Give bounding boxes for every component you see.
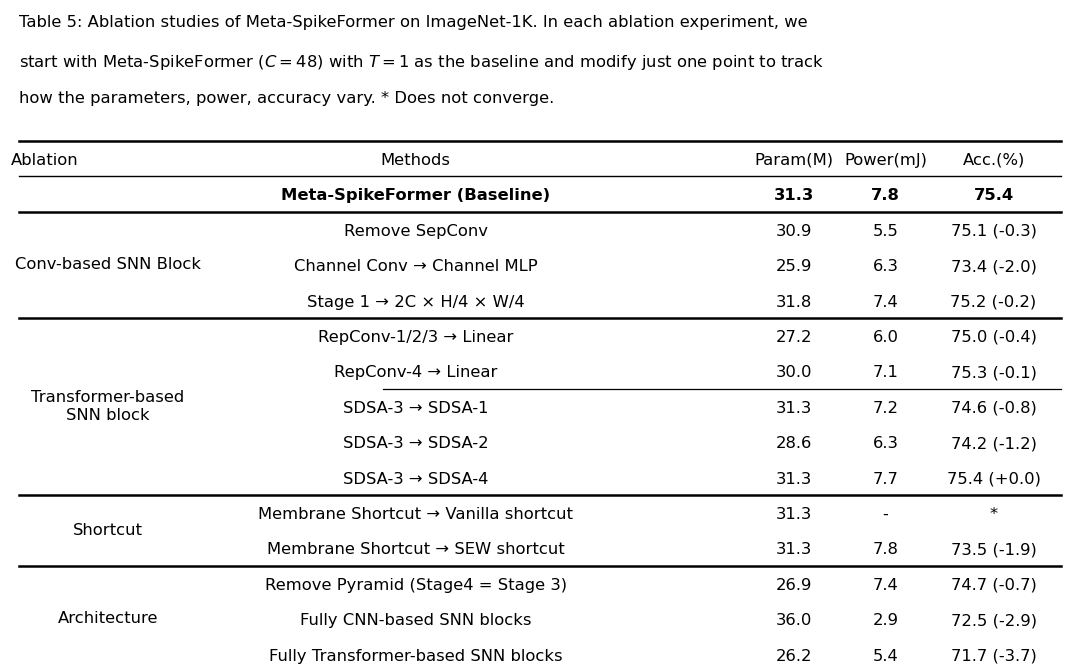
Text: 73.5 (-1.9): 73.5 (-1.9) [950,542,1037,557]
Text: Table 5: Ablation studies of Meta-SpikeFormer on ImageNet-1K. In each ablation e: Table 5: Ablation studies of Meta-SpikeF… [19,15,808,29]
Text: SDSA-3 → SDSA-4: SDSA-3 → SDSA-4 [343,472,488,486]
Text: 71.7 (-3.7): 71.7 (-3.7) [950,649,1037,663]
Text: 7.7: 7.7 [873,472,899,486]
Text: Remove SepConv: Remove SepConv [343,224,488,238]
Text: 74.7 (-0.7): 74.7 (-0.7) [950,578,1037,593]
Text: Conv-based SNN Block: Conv-based SNN Block [15,257,201,273]
Text: 31.3: 31.3 [773,188,814,203]
Text: 36.0: 36.0 [775,613,812,628]
Text: 74.2 (-1.2): 74.2 (-1.2) [950,436,1037,451]
Text: Membrane Shortcut → Vanilla shortcut: Membrane Shortcut → Vanilla shortcut [258,507,573,522]
Text: -: - [882,507,889,522]
Text: Transformer-based
SNN block: Transformer-based SNN block [31,390,185,423]
Text: 7.4: 7.4 [873,578,899,593]
Text: Fully CNN-based SNN blocks: Fully CNN-based SNN blocks [300,613,531,628]
Text: 5.4: 5.4 [873,649,899,663]
Text: 75.4: 75.4 [973,188,1014,203]
Text: RepConv-1/2/3 → Linear: RepConv-1/2/3 → Linear [319,330,513,345]
Text: 6.3: 6.3 [873,436,899,451]
Text: 28.6: 28.6 [775,436,812,451]
Text: 7.2: 7.2 [873,401,899,415]
Text: 26.9: 26.9 [775,578,812,593]
Text: 31.3: 31.3 [775,401,812,415]
Text: 75.2 (-0.2): 75.2 (-0.2) [950,295,1037,309]
Text: 7.4: 7.4 [873,295,899,309]
Text: 26.2: 26.2 [775,649,812,663]
Text: Remove Pyramid (Stage4 = Stage 3): Remove Pyramid (Stage4 = Stage 3) [265,578,567,593]
Text: 73.4 (-2.0): 73.4 (-2.0) [950,259,1037,274]
Text: 7.8: 7.8 [873,542,899,557]
Text: 7.1: 7.1 [873,365,899,380]
Text: Channel Conv → Channel MLP: Channel Conv → Channel MLP [294,259,538,274]
Text: 2.9: 2.9 [873,613,899,628]
Text: 75.1 (-0.3): 75.1 (-0.3) [950,224,1037,238]
Text: RepConv-4 → Linear: RepConv-4 → Linear [334,365,498,380]
Text: Ablation: Ablation [11,153,79,168]
Text: Methods: Methods [381,153,450,168]
Text: 25.9: 25.9 [775,259,812,274]
Text: 75.3 (-0.1): 75.3 (-0.1) [950,365,1037,380]
Text: 30.0: 30.0 [775,365,812,380]
Text: 30.9: 30.9 [775,224,812,238]
Text: Acc.(%): Acc.(%) [962,153,1025,168]
Text: 6.3: 6.3 [873,259,899,274]
Text: *: * [989,507,998,522]
Text: Fully Transformer-based SNN blocks: Fully Transformer-based SNN blocks [269,649,563,663]
Text: 7.8: 7.8 [872,188,900,203]
Text: 75.0 (-0.4): 75.0 (-0.4) [950,330,1037,345]
Text: 5.5: 5.5 [873,224,899,238]
Text: Membrane Shortcut → SEW shortcut: Membrane Shortcut → SEW shortcut [267,542,565,557]
Text: 74.6 (-0.8): 74.6 (-0.8) [950,401,1037,415]
Text: SDSA-3 → SDSA-1: SDSA-3 → SDSA-1 [343,401,488,415]
Text: start with Meta-SpikeFormer ($C = 48$) with $T = 1$ as the baseline and modify j: start with Meta-SpikeFormer ($C = 48$) w… [19,53,825,71]
Text: Param(M): Param(M) [754,153,834,168]
Text: 27.2: 27.2 [775,330,812,345]
Text: 31.3: 31.3 [775,472,812,486]
Text: 31.8: 31.8 [775,295,812,309]
Text: 75.4 (+0.0): 75.4 (+0.0) [946,472,1041,486]
Text: Power(mJ): Power(mJ) [845,153,927,168]
Text: Meta-SpikeFormer (Baseline): Meta-SpikeFormer (Baseline) [281,188,551,203]
Text: 6.0: 6.0 [873,330,899,345]
Text: how the parameters, power, accuracy vary. * Does not converge.: how the parameters, power, accuracy vary… [19,91,555,106]
Text: Shortcut: Shortcut [73,523,143,538]
Text: 72.5 (-2.9): 72.5 (-2.9) [950,613,1037,628]
Text: 31.3: 31.3 [775,542,812,557]
Text: 31.3: 31.3 [775,507,812,522]
Text: SDSA-3 → SDSA-2: SDSA-3 → SDSA-2 [343,436,488,451]
Text: Stage 1 → 2C × H/4 × W/4: Stage 1 → 2C × H/4 × W/4 [307,295,525,309]
Text: Architecture: Architecture [57,611,159,627]
